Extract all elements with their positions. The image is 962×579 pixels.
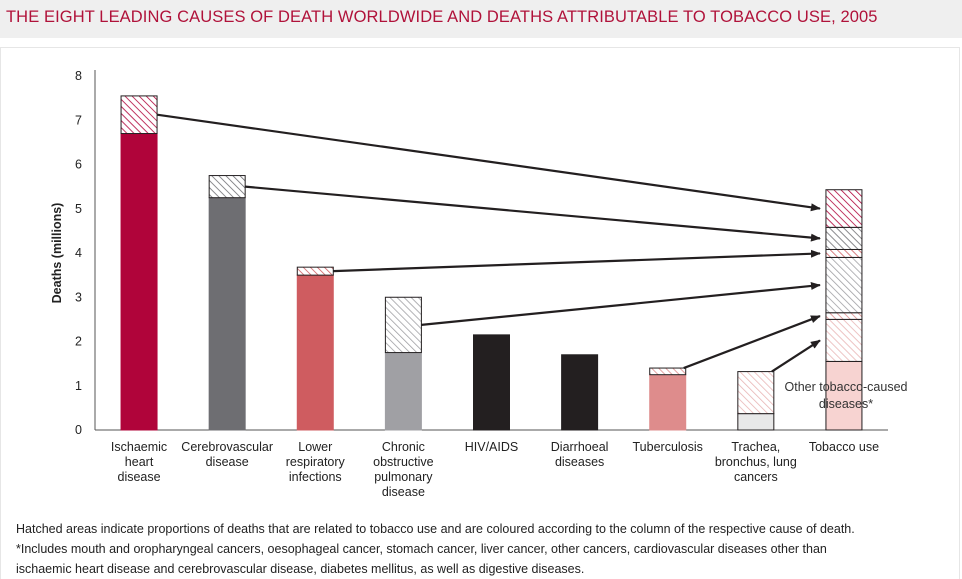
bar-tobacco-segment (120, 95, 158, 135)
y-tick-label: 3 (75, 290, 82, 304)
tobacco-arrow (156, 113, 821, 212)
bar-base (737, 413, 775, 431)
tobacco-use-segment (825, 226, 863, 250)
x-tick-label: HIV/AIDS (465, 440, 519, 454)
bar-base (208, 197, 246, 431)
annotation-other-diseases: Other tobacco-caused diseases* (785, 380, 908, 411)
x-tick-label: Ischaemic heart disease (111, 440, 167, 484)
bar-base (473, 334, 510, 431)
bar-base (296, 274, 334, 431)
footnote-hatching: Hatched areas indicate proportions of de… (16, 522, 855, 536)
chart-title: THE EIGHT LEADING CAUSES OF DEATH WORLDW… (6, 8, 878, 26)
bar-tobacco-segment (208, 175, 246, 199)
y-axis-label: Deaths (millions) (50, 203, 64, 304)
y-tick-label: 5 (75, 202, 82, 216)
y-tick-label: 6 (75, 158, 82, 172)
tobacco-use-segment (825, 318, 863, 362)
y-tick-label: 4 (75, 246, 82, 260)
bar-chart: 0 1 2 3 4 5 6 7 8 Deaths (millions) Ischaemic heart… (50, 69, 908, 499)
bar-tobacco-segment (384, 296, 422, 354)
footnote-includes-cont: ischaemic heart disease and cerebrovascu… (16, 562, 585, 576)
x-tick-label: Cerebrovascular disease (181, 440, 273, 469)
tobacco-arrow (245, 185, 821, 242)
x-tick-label: Chronic obstructive pulmonary disease (373, 440, 433, 499)
x-tick-label: Trachea, bronchus, lung cancers (715, 440, 797, 484)
tobacco-use-segment (825, 312, 863, 320)
x-tick-label: Tobacco use (809, 440, 879, 454)
x-tick-label: Lower respiratory infections (286, 440, 346, 484)
y-tick-label: 8 (75, 69, 82, 83)
tobacco-arrow (771, 339, 821, 373)
footnote-includes: *Includes mouth and oropharyngeal cancer… (16, 542, 827, 556)
bar-tobacco-segment (296, 266, 334, 276)
bar-tobacco-segment (649, 367, 687, 376)
footnotes: Hatched areas indicate proportions of de… (16, 519, 946, 579)
bar-base (120, 133, 158, 431)
title-bar: THE EIGHT LEADING CAUSES OF DEATH WORLDW… (0, 0, 962, 38)
bar-tobacco-segment (737, 371, 775, 415)
tobacco-arrow (683, 315, 821, 370)
tobacco-use-segment (825, 256, 863, 314)
chart-frame (0, 47, 960, 579)
y-tick-label: 0 (75, 423, 82, 437)
bar-base (649, 374, 687, 431)
bar-base (384, 352, 422, 431)
tobacco-arrow (333, 249, 821, 273)
tobacco-use-segment (825, 189, 863, 228)
y-tick-label: 7 (75, 113, 82, 127)
x-tick-label: Tuberculosis (633, 440, 703, 454)
tobacco-use-segment (825, 360, 863, 431)
y-tick-label: 1 (75, 379, 82, 393)
tobacco-use-segment (825, 248, 863, 258)
x-tick-label: Diarrhoeal diseases (551, 440, 609, 469)
tobacco-arrow (421, 281, 821, 327)
y-tick-label: 2 (75, 335, 82, 349)
bar-base (561, 354, 599, 431)
